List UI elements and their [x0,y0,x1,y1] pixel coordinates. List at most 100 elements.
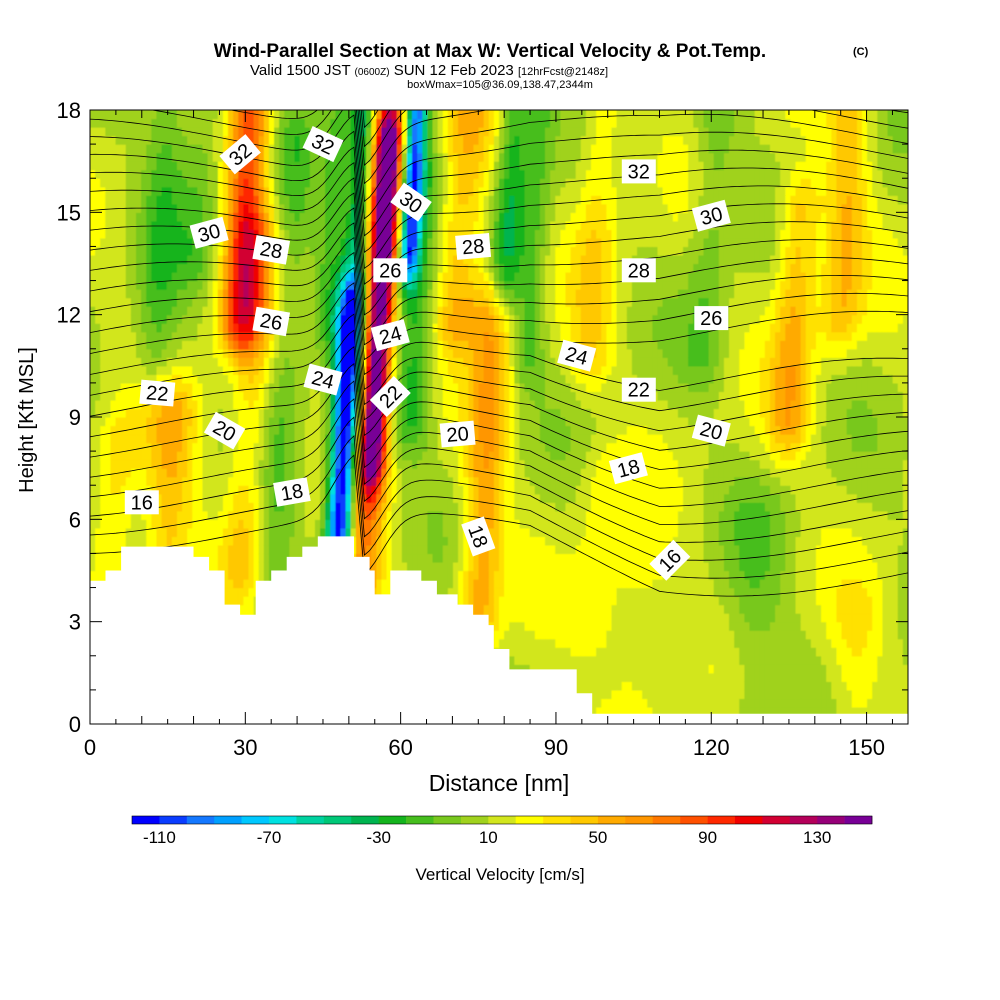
colorbar-swatch [488,816,517,824]
theta-contour-21 [90,282,908,412]
colorbar-swatch [323,816,352,824]
theta-label-0: 16 [124,490,159,515]
theta-contour-31-5 [90,0,908,47]
colorbar-swatch [625,816,654,824]
colorbar-swatch [707,816,736,824]
theta-contour-20 [90,313,908,451]
x-tick-label: 30 [233,735,257,760]
colorbar-swatch [680,816,708,824]
theta-label-text: 20 [446,423,470,447]
theta-contour-32 [90,0,908,26]
theta-contour-25 [90,161,908,285]
colorbar-swatch [296,816,325,824]
theta-contour-27 [90,110,908,220]
theta-contour-16-5 [90,435,908,579]
x-axis: 0 30 60 90 120 150 [84,110,893,760]
colorbar-tick-label: 50 [588,828,607,847]
theta-label-11: 24 [303,363,343,396]
theta-label-22: 30 [691,199,731,232]
y-tick-label: 3 [69,610,81,635]
theta-contour-22 [90,251,908,376]
theta-contours [90,0,908,597]
theta-contour-22-5 [90,236,908,361]
theta-label-text: 22 [628,380,650,402]
theta-contour-23-5 [90,207,908,331]
theta-contour-17-5 [90,398,908,543]
theta-contour-24 [90,192,908,316]
x-tick-label: 60 [388,735,412,760]
theta-label-8: 22 [139,379,176,407]
colorbar-swatch [269,816,297,824]
theta-contour-17 [90,416,908,561]
colorbar-tick-label: -110 [143,828,176,847]
theta-contour-20-5 [90,297,908,432]
theta-label-12: 24 [370,319,410,352]
colorbar-tick-label: 130 [803,828,831,847]
y-tick-label: 18 [57,98,81,123]
theta-label-text: 32 [628,161,650,183]
colorbar-swatch [406,816,434,824]
colorbar-swatch [762,816,791,824]
colorbar-swatch [515,816,544,824]
terrain-mask [90,536,908,724]
colorbar-swatch [460,816,489,824]
box-note: boxWmax=105@36.09,138.47,2344m [407,79,593,91]
colorbar-tick-label: -30 [366,828,391,847]
theta-label-17: 28 [252,235,291,265]
theta-contour-18 [90,380,908,525]
chart-title: Wind-Parallel Section at Max W: Vertical… [214,41,766,62]
x-tick-label: 90 [544,735,568,760]
theta-label-text: 26 [379,260,401,282]
colorbar-swatch [351,816,379,824]
theta-label-text: 18 [279,480,305,506]
x-tick-label: 150 [848,735,885,760]
plot-area [90,0,908,724]
theta-contour-24-5 [90,177,908,301]
theta-label-14: 26 [252,306,291,337]
y-tick-label: 15 [57,200,81,225]
colorbar-swatch [378,816,407,824]
colorbar-swatch [734,816,763,824]
theta-label-text: 26 [258,310,284,336]
colorbar-tick-label: 10 [479,828,498,847]
subtitle-utc: (0600Z) [355,67,390,78]
theta-contour-26 [90,130,908,253]
colorbar-swatch [844,816,873,824]
theta-label-text: 26 [700,308,722,330]
y-tick-label: 9 [69,405,81,430]
theta-label-text: 28 [461,235,485,259]
colorbar: -110 -70 -30 10 50 90 130 [131,815,873,847]
theta-label-19: 28 [621,258,656,283]
subtitle-valid: Valid 1500 JST [250,62,350,79]
x-tick-label: 120 [693,735,730,760]
colorbar-swatch [597,816,626,824]
x-tick-label: 0 [84,735,96,760]
colorbar-tick-label: -70 [257,828,282,847]
y-tick-label: 6 [69,507,81,532]
theta-contour-19 [90,346,908,489]
theta-label-text: 28 [258,238,284,264]
colorbar-tick-label: 90 [698,828,717,847]
colorbar-label: Vertical Velocity [cm/s] [415,865,584,884]
x-axis-label: Distance [nm] [429,770,570,796]
colorbar-swatch [789,816,818,824]
y-tick-label: 12 [57,303,81,328]
subtitle-date: SUN 12 Feb 2023 [394,62,514,79]
theta-label-25: 32 [621,159,656,184]
theta-label-10: 22 [621,377,656,402]
theta-contour-23 [90,222,908,346]
theta-contour-27-5 [149,110,908,203]
colorbar-swatch [186,816,215,824]
theta-label-text: 22 [145,382,169,406]
y-tick-label: 0 [69,712,81,737]
colorbar-swatch [132,816,160,824]
theta-contour-19-5 [90,329,908,470]
y-axis-label: Height [Kft MSL] [16,347,38,493]
chart-subtitle: Valid 1500 JST (0600Z) SUN 12 Feb 2023 [… [250,62,608,79]
colorbar-swatch [570,816,599,824]
theta-contour-16 [90,454,908,597]
y-axis: 0 3 6 9 12 15 18 [57,98,908,737]
theta-contour-32-5 [90,0,908,5]
